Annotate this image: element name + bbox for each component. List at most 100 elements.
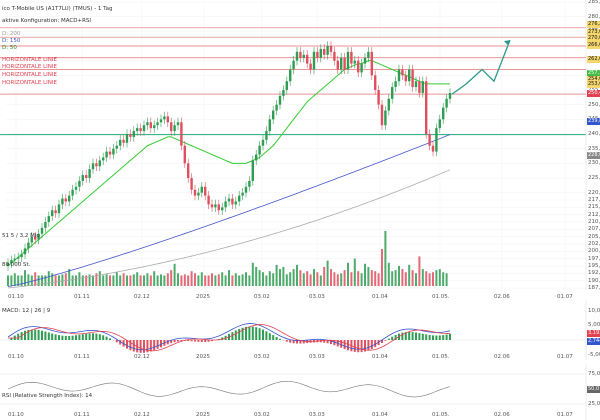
volume-bar: [425, 271, 428, 286]
candle: [183, 145, 186, 164]
candle: [204, 186, 207, 196]
candle: [139, 128, 142, 132]
volume-bar: [122, 273, 125, 286]
macd-hist-bar: [248, 326, 251, 340]
volume-bar: [374, 271, 377, 286]
macd-panel: MACD: 12 | 26 | 9 10,0005,0000,000-5,000…: [0, 300, 600, 360]
candle: [180, 122, 183, 146]
sma50-line: [7, 60, 450, 267]
candle: [136, 128, 139, 132]
candle: [404, 75, 407, 82]
macd-hist-bar: [109, 338, 111, 340]
volume-bar: [241, 274, 244, 286]
candle: [323, 48, 326, 55]
time-tick-label: 01.10: [8, 354, 24, 360]
candle: [166, 116, 169, 123]
macd-hist-bar: [190, 340, 193, 342]
rsi-chart[interactable]: [0, 364, 600, 420]
macd-hist-bar: [391, 336, 394, 340]
macd-hist-bar: [445, 334, 448, 340]
config-label[interactable]: aktive Konfiguration: MACD+RSI: [2, 18, 92, 24]
price-tag: 239,8: [587, 118, 600, 125]
volume-bar: [163, 275, 166, 286]
macd-hist-bar: [367, 340, 370, 351]
price-tick-label: 197,5: [588, 255, 600, 262]
price-tick-label: 230,0: [588, 160, 600, 167]
macd-hist-bar: [384, 340, 387, 341]
candle: [6, 263, 10, 266]
candle: [336, 60, 339, 70]
candle: [78, 180, 81, 187]
candle: [442, 107, 445, 120]
volume-label: 51 5 / 3,2 Mio: [2, 233, 40, 239]
volume-bar: [272, 273, 275, 286]
symbol-title: ico T-Mobile US (A1T7LU) (TMUS) - 1 Tag: [2, 6, 113, 12]
time-tick-label: 01.10: [8, 294, 24, 300]
candle: [102, 157, 105, 161]
macd-hist-bar: [411, 332, 414, 340]
candle: [61, 198, 64, 205]
volume-bar: [200, 272, 203, 286]
macd-hist-bar: [360, 340, 363, 353]
candle: [425, 81, 428, 134]
candle: [248, 180, 251, 187]
price-tag: 276,2: [587, 21, 600, 28]
price-chart[interactable]: [0, 0, 600, 290]
candle: [207, 195, 210, 205]
volume-bar: [289, 272, 292, 286]
macd-hist-bar: [381, 340, 383, 343]
candle: [251, 160, 254, 181]
volume-bar: [340, 273, 343, 286]
macd-hist-bar: [251, 326, 254, 340]
volume-bar: [64, 273, 67, 286]
volume-bar: [41, 275, 43, 286]
candle: [431, 145, 435, 152]
macd-hist-bar: [75, 335, 77, 340]
price-tick-label: 250,0: [588, 101, 600, 108]
macd-hist-bar: [265, 331, 268, 340]
macd-hist-bar: [357, 340, 360, 353]
candle: [289, 69, 292, 82]
candle: [34, 236, 37, 240]
price-tag: 273,0: [587, 29, 600, 36]
price-tag: 262,0: [587, 56, 600, 63]
macd-hist-bar: [166, 340, 169, 345]
macd-hist-bar: [394, 334, 397, 340]
candle: [108, 151, 112, 155]
candle: [316, 51, 319, 58]
candle: [200, 186, 203, 193]
candle: [27, 242, 30, 249]
volume-bar: [58, 275, 60, 286]
macd-hist-bar: [408, 331, 411, 340]
volume-bar: [238, 275, 241, 286]
volume-bar: [221, 272, 224, 286]
macd-chart[interactable]: [0, 300, 600, 360]
time-tick-label: 01.07: [557, 412, 573, 418]
macd-hist-bar: [258, 328, 261, 340]
volume-bar: [326, 260, 329, 286]
macd-tick-label: 10,000: [588, 308, 600, 314]
candle: [187, 163, 190, 178]
macd-hist-bar: [428, 335, 431, 340]
volume-bar: [160, 274, 162, 286]
price-tick-label: 285,0: [588, 0, 600, 5]
volume-bar: [391, 271, 394, 286]
volume-bar: [98, 271, 101, 286]
time-tick-label: 03.02: [254, 294, 270, 300]
candle: [51, 210, 54, 217]
macd-hist-bar: [24, 330, 26, 340]
volume-bar: [316, 272, 319, 286]
time-tick-label: 01.07: [557, 294, 573, 300]
macd-hist-bar: [370, 340, 373, 350]
macd-hist-bar: [421, 333, 424, 340]
price-tick-label: 187,5: [588, 285, 600, 291]
candle: [221, 207, 224, 211]
volume-bar: [126, 275, 128, 286]
volume-bar: [115, 272, 118, 286]
price-tag: 266,0: [587, 42, 600, 49]
volume-bar: [347, 262, 349, 286]
macd-tick-label: 5,000: [588, 322, 600, 328]
candle: [238, 195, 241, 202]
volume-bar: [275, 264, 278, 286]
volume-bar: [109, 275, 111, 286]
